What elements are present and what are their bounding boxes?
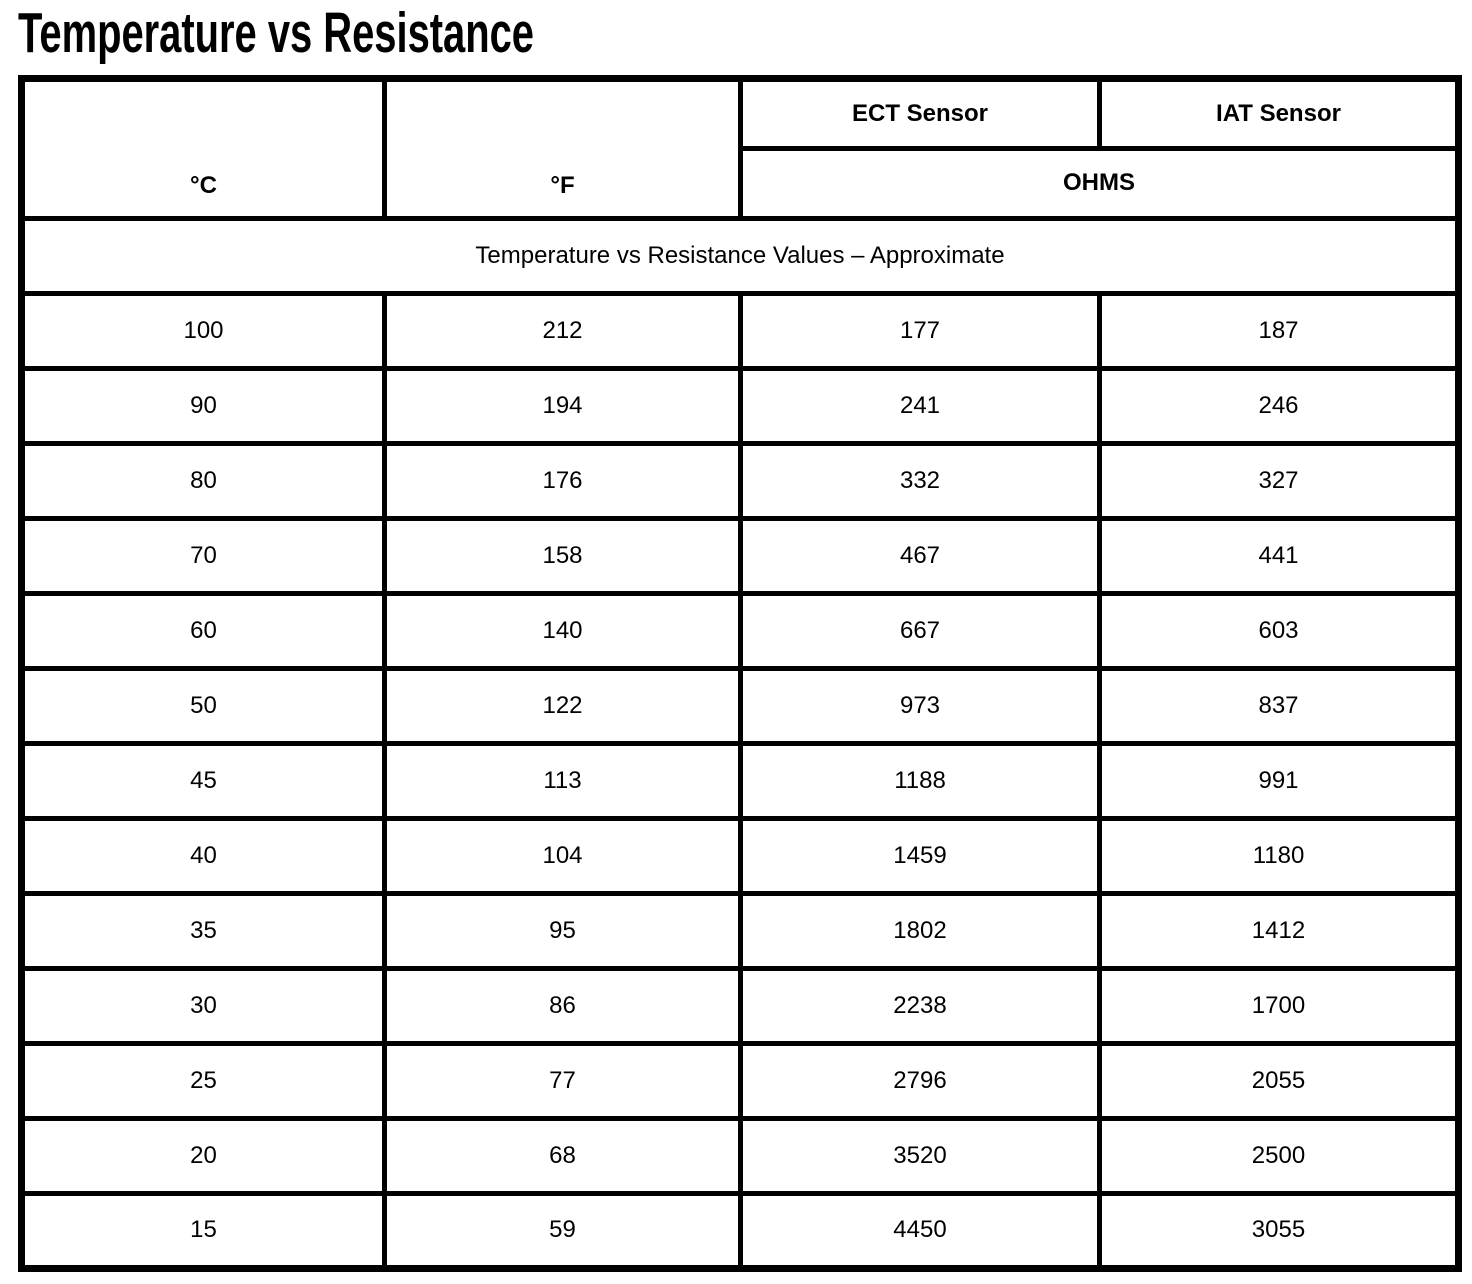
cell-fahrenheit: 68 bbox=[382, 1115, 743, 1196]
cell-iat-ohms: 441 bbox=[1097, 515, 1461, 596]
cell-celsius: 45 bbox=[19, 740, 387, 821]
cell-iat-ohms: 603 bbox=[1097, 590, 1461, 671]
header-ect-sensor: ECT Sensor bbox=[738, 75, 1102, 151]
table-body: 100 212 177 187 90 194 241 246 80 176 33… bbox=[19, 290, 1461, 1271]
cell-ect-ohms: 177 bbox=[738, 290, 1102, 371]
header-fahrenheit: °F bbox=[382, 75, 743, 221]
cell-iat-ohms: 327 bbox=[1097, 440, 1461, 521]
cell-iat-ohms: 1180 bbox=[1097, 815, 1461, 896]
header-ohms: OHMS bbox=[738, 145, 1461, 221]
table-row: 80 176 332 327 bbox=[19, 440, 1461, 521]
table-row: 90 194 241 246 bbox=[19, 365, 1461, 446]
cell-celsius: 100 bbox=[19, 290, 387, 371]
cell-celsius: 20 bbox=[19, 1115, 387, 1196]
cell-celsius: 40 bbox=[19, 815, 387, 896]
cell-ect-ohms: 1188 bbox=[738, 740, 1102, 821]
table-caption-row: Temperature vs Resistance Values – Appro… bbox=[19, 215, 1461, 296]
cell-celsius: 35 bbox=[19, 890, 387, 971]
cell-celsius: 50 bbox=[19, 665, 387, 746]
cell-fahrenheit: 104 bbox=[382, 815, 743, 896]
cell-fahrenheit: 95 bbox=[382, 890, 743, 971]
cell-iat-ohms: 187 bbox=[1097, 290, 1461, 371]
cell-iat-ohms: 3055 bbox=[1097, 1190, 1461, 1271]
cell-ect-ohms: 332 bbox=[738, 440, 1102, 521]
cell-ect-ohms: 241 bbox=[738, 365, 1102, 446]
sensor-header-row: °C °F ECT Sensor IAT Sensor bbox=[19, 75, 1461, 221]
cell-fahrenheit: 140 bbox=[382, 590, 743, 671]
header-iat-sensor: IAT Sensor bbox=[1097, 75, 1461, 151]
cell-celsius: 15 bbox=[19, 1190, 387, 1271]
cell-ect-ohms: 3520 bbox=[738, 1115, 1102, 1196]
table-row: 70 158 467 441 bbox=[19, 515, 1461, 596]
table-row: 35 95 1802 1412 bbox=[19, 890, 1461, 971]
cell-celsius: 90 bbox=[19, 365, 387, 446]
cell-iat-ohms: 837 bbox=[1097, 665, 1461, 746]
table-row: 45 113 1188 991 bbox=[19, 740, 1461, 821]
cell-celsius: 25 bbox=[19, 1040, 387, 1121]
temperature-resistance-table: °C °F ECT Sensor IAT Sensor OHMS Tempera… bbox=[18, 74, 1462, 1272]
table-row: 60 140 667 603 bbox=[19, 590, 1461, 671]
cell-celsius: 70 bbox=[19, 515, 387, 596]
cell-ect-ohms: 4450 bbox=[738, 1190, 1102, 1271]
cell-ect-ohms: 2796 bbox=[738, 1040, 1102, 1121]
cell-fahrenheit: 59 bbox=[382, 1190, 743, 1271]
cell-ect-ohms: 2238 bbox=[738, 965, 1102, 1046]
cell-fahrenheit: 86 bbox=[382, 965, 743, 1046]
table-row: 50 122 973 837 bbox=[19, 665, 1461, 746]
cell-iat-ohms: 2055 bbox=[1097, 1040, 1461, 1121]
table-row: 25 77 2796 2055 bbox=[19, 1040, 1461, 1121]
cell-ect-ohms: 467 bbox=[738, 515, 1102, 596]
table-row: 20 68 3520 2500 bbox=[19, 1115, 1461, 1196]
cell-iat-ohms: 1700 bbox=[1097, 965, 1461, 1046]
cell-celsius: 60 bbox=[19, 590, 387, 671]
cell-fahrenheit: 158 bbox=[382, 515, 743, 596]
table-row: 40 104 1459 1180 bbox=[19, 815, 1461, 896]
cell-celsius: 80 bbox=[19, 440, 387, 521]
cell-ect-ohms: 1459 bbox=[738, 815, 1102, 896]
cell-iat-ohms: 1412 bbox=[1097, 890, 1461, 971]
table-row: 30 86 2238 1700 bbox=[19, 965, 1461, 1046]
table-row: 15 59 4450 3055 bbox=[19, 1190, 1461, 1271]
header-celsius: °C bbox=[19, 75, 387, 221]
cell-iat-ohms: 991 bbox=[1097, 740, 1461, 821]
cell-ect-ohms: 1802 bbox=[738, 890, 1102, 971]
cell-iat-ohms: 246 bbox=[1097, 365, 1461, 446]
cell-ect-ohms: 667 bbox=[738, 590, 1102, 671]
cell-fahrenheit: 77 bbox=[382, 1040, 743, 1121]
page-title: Temperature vs Resistance bbox=[18, 1, 534, 65]
cell-iat-ohms: 2500 bbox=[1097, 1115, 1461, 1196]
cell-fahrenheit: 212 bbox=[382, 290, 743, 371]
table-caption: Temperature vs Resistance Values – Appro… bbox=[19, 215, 1461, 296]
ohms-header-row: OHMS bbox=[22, 145, 1461, 221]
cell-fahrenheit: 194 bbox=[382, 365, 743, 446]
table-row: 100 212 177 187 bbox=[19, 290, 1461, 371]
cell-fahrenheit: 113 bbox=[382, 740, 743, 821]
cell-fahrenheit: 176 bbox=[382, 440, 743, 521]
cell-ect-ohms: 973 bbox=[738, 665, 1102, 746]
cell-fahrenheit: 122 bbox=[382, 665, 743, 746]
cell-celsius: 30 bbox=[19, 965, 387, 1046]
